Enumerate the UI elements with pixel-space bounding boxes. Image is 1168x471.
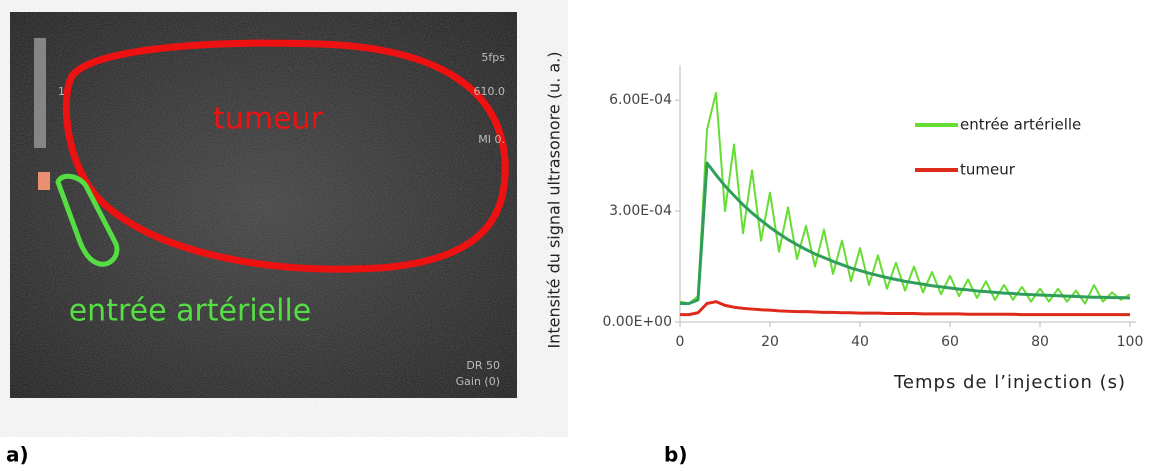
y-axis-title: Intensité du signal ultrasonore (u. a.) [545,51,564,348]
x-tick-label: 40 [851,334,869,350]
legend-label: tumeur [960,161,1016,179]
panel-label: b) [664,443,687,467]
overlay-text: DR 50 [466,359,500,372]
region-label: tumeur [213,102,323,137]
tumor-outline [62,39,509,273]
series-line [680,300,1130,317]
overlay-text: 5fps [481,51,505,64]
y-tick-label: 6.00E-04 [609,92,672,108]
chart: Intensité du signal ultrasonore (u. a.) … [545,51,1144,393]
legend-label: entrée artérielle [960,116,1081,134]
series-line [679,91,1131,305]
series-line [680,161,1131,306]
x-axis-title: Temps de l’injection (s) [893,372,1126,393]
region-label: entrée artérielle [69,294,312,329]
x-tick-label: 80 [1031,334,1049,350]
overlay-text: 610.0 [474,85,506,98]
y-tick-label: 0.00E+00 [602,314,672,330]
y-tick-label: 3.00E-04 [609,203,672,219]
overlay-text: Gain (0) [456,375,500,388]
overlay-text: 1 [58,85,65,98]
overlay-text: MI 0. [478,133,505,146]
x-tick-label: 100 [1117,334,1144,350]
panel-label: a) [6,443,29,467]
x-tick-label: 20 [761,334,779,350]
ultrasound-image: tumeur entrée artérielle 5fps 610.0 MI 0… [10,12,517,398]
x-tick-label: 0 [676,334,685,350]
gray-scale-bar [34,38,46,148]
artery-outline [55,173,120,267]
marker [38,172,50,190]
x-tick-label: 60 [941,334,959,350]
